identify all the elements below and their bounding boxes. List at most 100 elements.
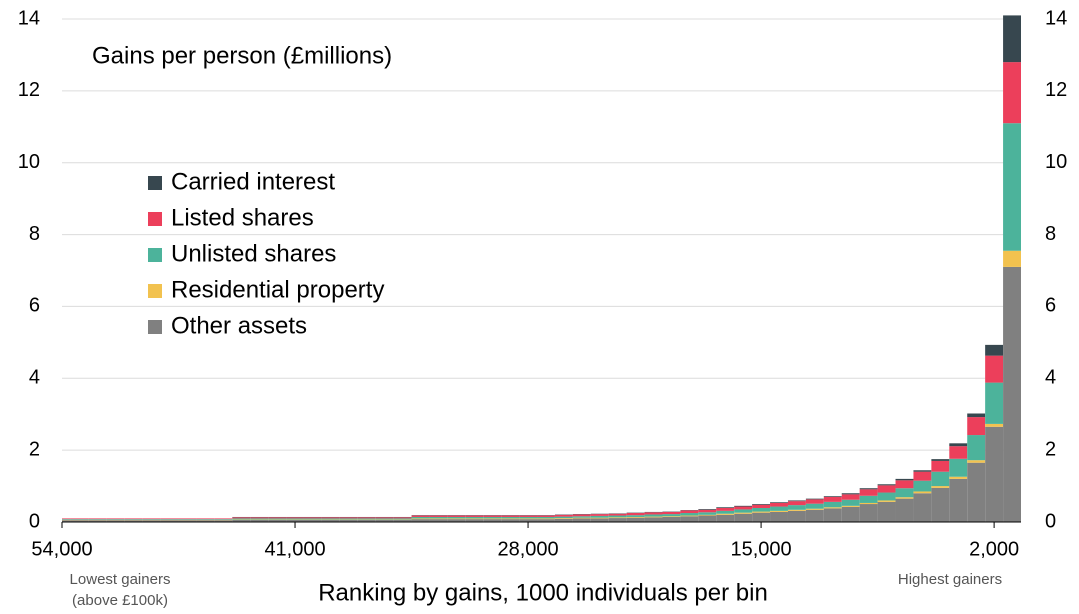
bar-segment [465,516,484,519]
bar-segment [895,498,914,522]
bar-segment [214,518,233,520]
y2-tick-label: 12 [1045,79,1067,101]
bar-segment [841,493,860,495]
bar-segment [519,516,538,519]
bar-segment [913,470,932,472]
bar-segment [321,518,340,520]
bar-segment [303,517,322,519]
bar-segment [501,515,520,517]
bar-segment [375,519,394,522]
bar-segment [124,518,143,520]
bar-segment [805,508,824,510]
bar-segment [841,505,860,507]
bar-segment [393,517,412,519]
bar-segment [644,512,663,515]
bar-segment [949,458,968,477]
bar-segment [62,519,71,520]
bar-segment [70,518,89,520]
bar-segment [787,500,806,502]
bar-segment [106,518,125,520]
bar-segment [823,501,842,508]
bar-segment [339,518,358,520]
bar-segment [734,513,753,522]
bar-segment [1003,62,1021,124]
legend-swatch [148,176,162,190]
y-tick-label: 0 [29,510,40,532]
bar-segment [608,515,627,518]
bar-segment [465,515,484,517]
bar-segment [537,516,555,519]
bar-segment [877,484,896,486]
bar-segment [913,493,932,522]
bar-segment [895,488,914,498]
chart-annotation-title: Gains per person (£millions) [92,42,392,69]
x-tick-label: 41,000 [264,538,325,560]
bar-segment [662,516,681,522]
bar-segment [913,491,932,494]
legend-label: Other assets [171,312,307,339]
bar-segment [770,506,788,511]
bar-segment [841,494,860,500]
bar-segment [931,471,950,487]
bar-segment [985,344,1004,356]
bar-segment [375,517,394,519]
bar-segment [644,514,663,517]
bar-segment [429,519,448,522]
bar-segment [859,489,878,496]
bar-segment [949,446,968,459]
bar-segment [70,520,89,522]
bar-segment [949,443,968,447]
y2-tick-label: 8 [1045,223,1056,245]
bar-segment [124,520,143,522]
bar-segment [841,499,860,506]
bar-segment [985,423,1004,427]
bar-segment [787,505,806,510]
x-tick-label: 2,000 [969,538,1019,560]
bar-segment [375,518,394,520]
bar-segment [931,460,950,472]
bar-segment [716,507,735,511]
bar-segment [752,512,771,522]
bar-segment [572,516,591,518]
bar-segment [429,518,448,520]
bar-segment [931,487,950,522]
bar-segment [644,516,663,518]
bar-segment [357,518,376,520]
bar-segment [590,518,609,522]
bar-segment [447,515,466,517]
bar-segment [196,520,215,522]
bar-segment [805,499,824,504]
bar-segment [411,519,430,522]
bar-segment [716,513,735,515]
bars [62,15,1021,522]
bar-segment [913,471,932,481]
bar-segment [411,518,430,520]
bar-segment [734,512,753,514]
bar-segment [752,504,771,508]
legend-label: Unlisted shares [171,240,336,267]
bar-segment [931,459,950,461]
bar-segment [429,515,448,517]
legend-label: Residential property [171,276,384,303]
bar-segment [88,519,107,520]
bar-segment [967,413,986,418]
legend-swatch [148,320,162,334]
bar-segment [805,503,824,509]
bar-segment [787,510,806,522]
bar-segment [895,478,914,481]
legend-swatch [148,212,162,226]
bar-segment [321,519,340,522]
grid [62,18,1021,523]
bar-segment [303,519,322,522]
bar-segment [554,516,573,519]
bar-segment [967,462,986,522]
bar-segment [286,518,304,520]
bar-segment [662,516,681,517]
bar-segment [554,514,573,517]
bar-segment [1003,15,1021,63]
bar-segment [644,517,663,522]
bar-segment [949,476,968,479]
bar-segment [626,513,645,516]
bar-segment [787,509,806,511]
